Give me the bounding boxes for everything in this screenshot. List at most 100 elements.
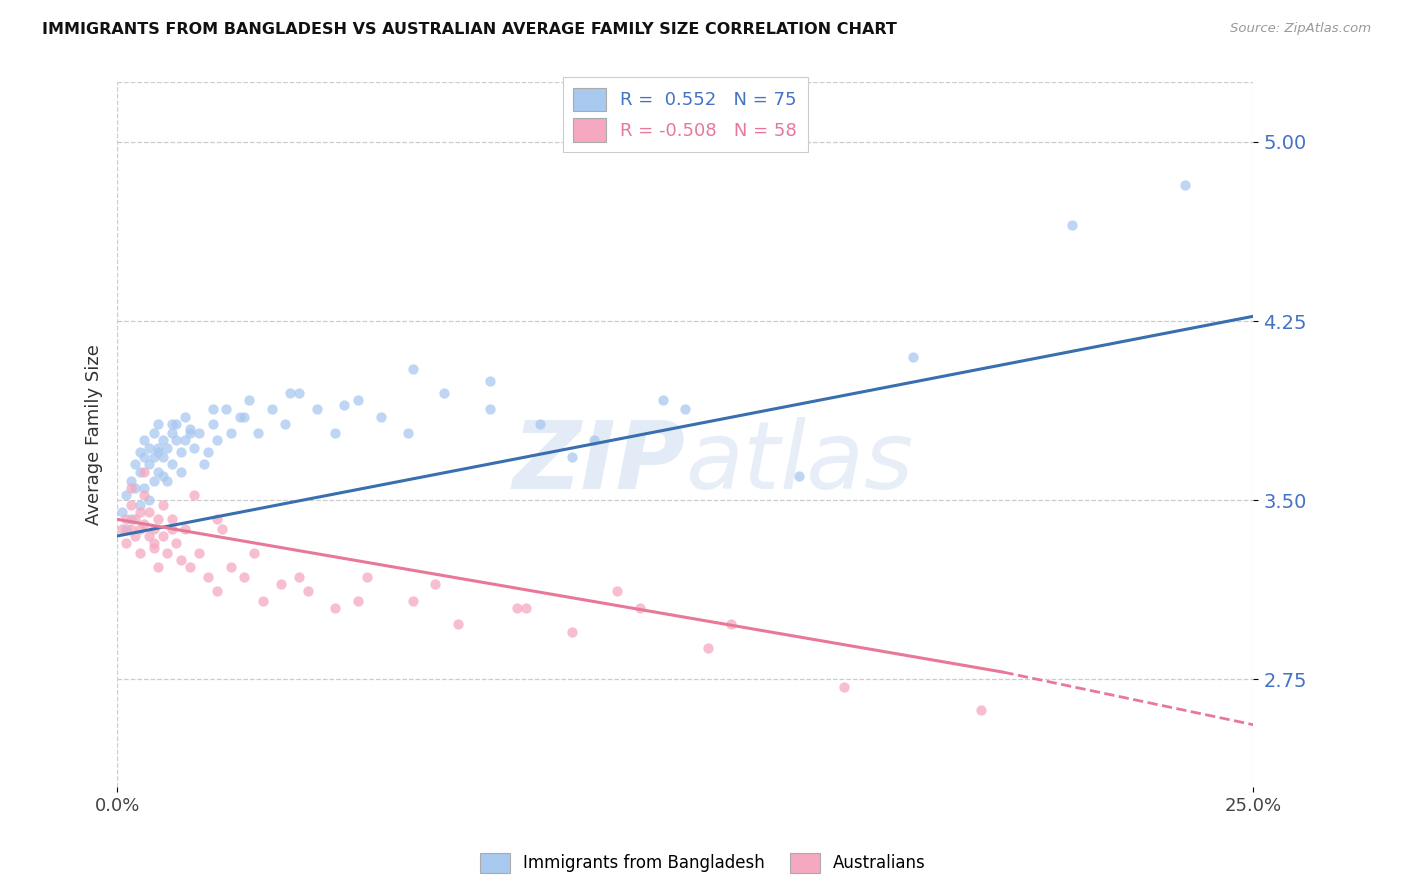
Point xyxy=(401,593,423,607)
Point xyxy=(146,417,169,431)
Point xyxy=(146,512,169,526)
Point xyxy=(201,417,224,431)
Point xyxy=(215,402,238,417)
Point xyxy=(179,421,201,435)
Point xyxy=(183,488,205,502)
Text: IMMIGRANTS FROM BANGLADESH VS AUSTRALIAN AVERAGE FAMILY SIZE CORRELATION CHART: IMMIGRANTS FROM BANGLADESH VS AUSTRALIAN… xyxy=(42,22,897,37)
Point xyxy=(720,617,742,632)
Point xyxy=(165,417,187,431)
Point xyxy=(1060,219,1083,233)
Point xyxy=(370,409,392,424)
Point xyxy=(170,465,193,479)
Point xyxy=(156,441,179,455)
Point xyxy=(425,576,447,591)
Point xyxy=(152,469,174,483)
Point xyxy=(120,522,142,536)
Point xyxy=(146,441,169,455)
Point xyxy=(1174,178,1197,192)
Point xyxy=(238,392,260,407)
Point xyxy=(160,417,183,431)
Point xyxy=(165,536,187,550)
Point xyxy=(433,385,456,400)
Point xyxy=(115,536,138,550)
Point xyxy=(120,481,142,495)
Point xyxy=(401,361,423,376)
Point xyxy=(129,498,152,512)
Point xyxy=(478,402,501,417)
Point xyxy=(120,474,142,488)
Point xyxy=(651,392,673,407)
Point xyxy=(787,469,810,483)
Point xyxy=(174,434,197,448)
Point xyxy=(274,417,297,431)
Point xyxy=(179,426,201,441)
Point xyxy=(134,517,156,532)
Point xyxy=(134,481,156,495)
Point xyxy=(219,426,242,441)
Point xyxy=(129,445,152,459)
Point xyxy=(129,522,152,536)
Point xyxy=(124,481,146,495)
Point xyxy=(325,600,347,615)
Point xyxy=(142,474,165,488)
Point xyxy=(142,536,165,550)
Point xyxy=(697,641,720,656)
Point xyxy=(120,512,142,526)
Point xyxy=(506,600,529,615)
Point xyxy=(170,445,193,459)
Point xyxy=(515,600,537,615)
Point xyxy=(205,434,228,448)
Point xyxy=(124,458,146,472)
Point xyxy=(111,522,134,536)
Point xyxy=(197,569,219,583)
Point xyxy=(193,458,215,472)
Point xyxy=(142,522,165,536)
Point xyxy=(628,600,651,615)
Point xyxy=(138,493,160,508)
Point xyxy=(325,426,347,441)
Point xyxy=(142,426,165,441)
Point xyxy=(347,593,370,607)
Point xyxy=(115,522,138,536)
Point xyxy=(183,441,205,455)
Point xyxy=(233,569,256,583)
Point xyxy=(197,445,219,459)
Point xyxy=(478,374,501,388)
Point xyxy=(152,529,174,543)
Point xyxy=(134,450,156,465)
Point xyxy=(288,385,311,400)
Point xyxy=(347,392,370,407)
Point xyxy=(188,426,211,441)
Point xyxy=(146,560,169,574)
Point xyxy=(124,529,146,543)
Point xyxy=(142,450,165,465)
Point xyxy=(152,498,174,512)
Point xyxy=(138,441,160,455)
Point xyxy=(529,417,551,431)
Point xyxy=(129,505,152,519)
Point xyxy=(165,434,187,448)
Point xyxy=(111,505,134,519)
Point xyxy=(134,488,156,502)
Point xyxy=(179,560,201,574)
Point xyxy=(356,569,378,583)
Point xyxy=(901,350,924,364)
Text: Source: ZipAtlas.com: Source: ZipAtlas.com xyxy=(1230,22,1371,36)
Point xyxy=(396,426,419,441)
Point xyxy=(134,434,156,448)
Point xyxy=(307,402,329,417)
Point xyxy=(156,546,179,560)
Point xyxy=(834,680,856,694)
Point xyxy=(447,617,470,632)
Point xyxy=(152,434,174,448)
Point xyxy=(561,624,583,639)
Point xyxy=(201,402,224,417)
Y-axis label: Average Family Size: Average Family Size xyxy=(86,344,103,524)
Point xyxy=(129,465,152,479)
Point xyxy=(138,458,160,472)
Point xyxy=(152,450,174,465)
Point xyxy=(120,498,142,512)
Point xyxy=(673,402,696,417)
Point xyxy=(242,546,264,560)
Point xyxy=(278,385,301,400)
